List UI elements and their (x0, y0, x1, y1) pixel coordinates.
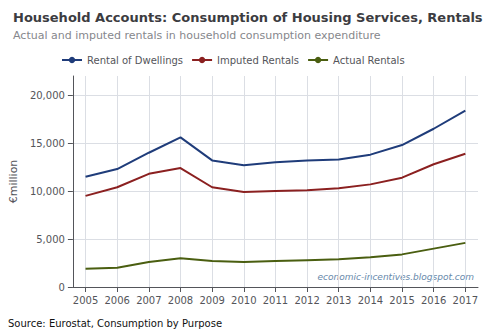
svg-text:2013: 2013 (326, 295, 351, 306)
svg-text:2007: 2007 (136, 295, 161, 306)
svg-text:15,000: 15,000 (30, 138, 65, 149)
svg-text:Actual Rentals: Actual Rentals (333, 55, 405, 66)
svg-text:0: 0 (59, 282, 65, 293)
svg-text:2010: 2010 (231, 295, 256, 306)
svg-text:2017: 2017 (453, 295, 478, 306)
svg-text:2008: 2008 (168, 295, 193, 306)
svg-text:2011: 2011 (263, 295, 288, 306)
svg-text:Household Accounts: Consumptio: Household Accounts: Consumption of Housi… (13, 10, 483, 25)
svg-text:5,000: 5,000 (36, 234, 65, 245)
svg-text:2006: 2006 (104, 295, 129, 306)
svg-text:20,000: 20,000 (30, 90, 65, 101)
svg-text:Actual and imputed rentals in: Actual and imputed rentals in household … (13, 29, 381, 42)
svg-text:€million: €million (7, 160, 20, 204)
svg-text:2005: 2005 (73, 295, 98, 306)
svg-text:Imputed Rentals: Imputed Rentals (217, 55, 299, 66)
svg-text:10,000: 10,000 (30, 186, 65, 197)
svg-text:Rental of Dwellings: Rental of Dwellings (87, 55, 183, 66)
svg-text:2009: 2009 (199, 295, 224, 306)
svg-text:2016: 2016 (421, 295, 446, 306)
svg-text:economic-incentives.blogspot.c: economic-incentives.blogspot.com (318, 272, 475, 282)
svg-text:2014: 2014 (358, 295, 383, 306)
svg-text:Source: Eurostat, Consumption: Source: Eurostat, Consumption by Purpose (8, 318, 222, 329)
svg-text:2015: 2015 (389, 295, 414, 306)
svg-text:2012: 2012 (294, 295, 319, 306)
